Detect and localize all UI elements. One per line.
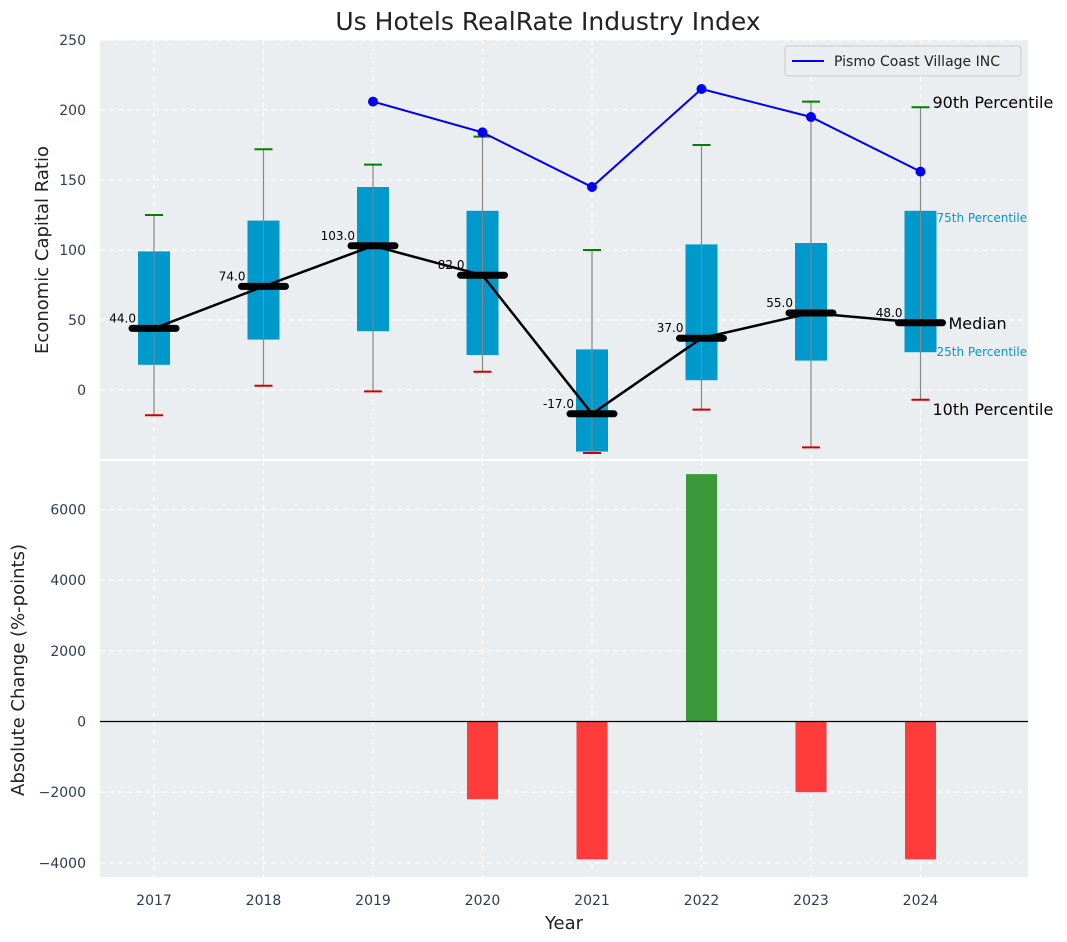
bottom-plot-area <box>100 460 1028 877</box>
legend-entry: Pismo Coast Village INC <box>834 54 1000 70</box>
bottom-y-tick-label: −2000 <box>39 785 86 801</box>
legend-box <box>784 45 1022 77</box>
x-axis-label: Year <box>544 913 584 934</box>
chart-title: Us Hotels RealRate Industry Index <box>335 7 760 36</box>
bottom-y-tick-label: 6000 <box>50 502 86 518</box>
company-point <box>587 182 597 192</box>
x-tick-label: 2017 <box>136 893 172 909</box>
company-point <box>806 112 816 122</box>
change-bar <box>576 721 608 860</box>
p25-annotation: 25th Percentile <box>937 345 1028 359</box>
top-y-tick-label: 50 <box>68 313 86 329</box>
median-trend-line <box>153 244 921 416</box>
top-y-tick-label: 150 <box>59 173 86 189</box>
median-value-label: 74.0 <box>219 269 246 283</box>
top-y-tick-label: 250 <box>59 33 86 49</box>
p75-annotation: 75th Percentile <box>937 211 1028 225</box>
median-annotation: Median <box>949 314 1007 333</box>
top-axes: 0 50 100 150 200 250 44.0 74.0 103.0 82.0 -17.0 37.… <box>59 33 1053 460</box>
company-point <box>696 84 707 94</box>
bottom-y-tick-label: −4000 <box>39 856 86 872</box>
change-bar <box>905 721 936 860</box>
x-tick-label: 2019 <box>355 893 391 909</box>
x-tick-label: 2020 <box>465 893 501 909</box>
x-tick-label: 2021 <box>574 893 610 909</box>
p10-annotation: 10th Percentile <box>933 400 1054 419</box>
median-value-label: 37.0 <box>657 321 684 335</box>
median-value-label: 55.0 <box>766 296 793 310</box>
top-y-tick-label: 200 <box>59 103 86 119</box>
bottom-axes: −4000 −2000 0 2000 4000 6000 2017 2018 2019 2020 2… <box>39 459 1028 909</box>
median-value-label: 82.0 <box>438 258 465 272</box>
top-y-axis-label: Economic Capital Ratio <box>32 146 53 354</box>
change-bar <box>795 721 827 793</box>
median-value-label: -17.0 <box>543 397 574 411</box>
top-y-tick-label: 0 <box>77 383 86 399</box>
median-value-label: 48.0 <box>876 306 903 320</box>
bottom-y-axis-label: Absolute Change (%-points) <box>8 544 29 796</box>
company-point <box>915 166 926 177</box>
company-line <box>372 87 921 189</box>
change-bar <box>686 474 717 722</box>
change-bar <box>467 721 498 800</box>
median-value-label: 103.0 <box>321 229 355 243</box>
bottom-y-tick-label: 0 <box>77 715 86 731</box>
company-point <box>368 96 378 107</box>
p90-annotation: 90th Percentile <box>933 93 1054 112</box>
median-value-label: 44.0 <box>109 311 136 325</box>
bottom-y-tick-label: 4000 <box>50 573 86 589</box>
x-tick-label: 2023 <box>793 893 829 909</box>
x-tick-label: 2018 <box>246 893 282 909</box>
x-tick-label: 2022 <box>684 893 720 909</box>
bottom-y-tick-label: 2000 <box>50 644 86 660</box>
top-y-tick-label: 100 <box>59 243 86 259</box>
x-tick-label: 2024 <box>903 893 939 909</box>
legend: Pismo Coast Village INC <box>784 45 1022 77</box>
company-point <box>477 127 488 138</box>
